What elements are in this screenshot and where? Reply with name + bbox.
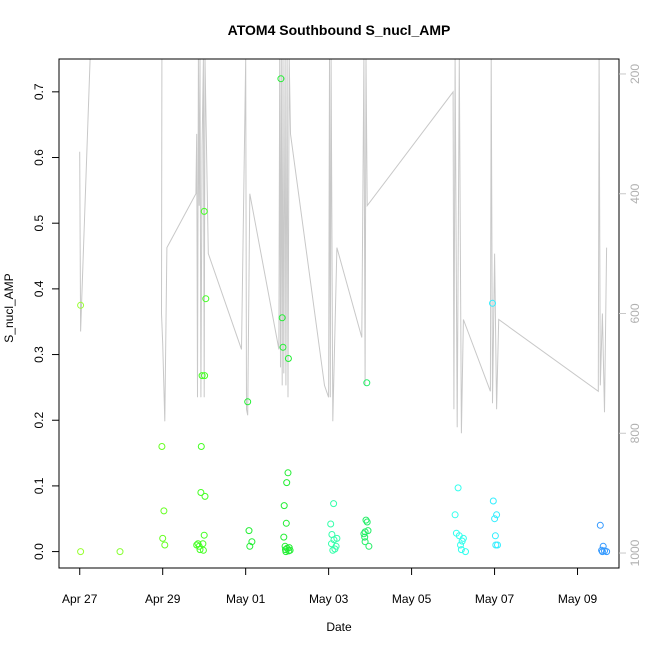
data-point bbox=[278, 314, 286, 322]
data-point bbox=[248, 538, 256, 546]
y-axis-label: S_nucl_AMP bbox=[2, 273, 16, 342]
x-axis-label: Date bbox=[326, 620, 352, 634]
series-line-right-axis bbox=[79, 59, 608, 434]
data-point bbox=[333, 534, 341, 542]
y-tick-label: 0.7 bbox=[32, 83, 46, 100]
data-point bbox=[493, 511, 501, 519]
data-point bbox=[199, 540, 207, 548]
data-point bbox=[598, 546, 606, 554]
right-axis-tick-label: 1000 bbox=[628, 539, 642, 566]
series-layer bbox=[77, 59, 611, 556]
data-point bbox=[363, 379, 371, 387]
x-tick-label: May 05 bbox=[392, 592, 432, 606]
data-point bbox=[462, 548, 469, 556]
data-point bbox=[199, 546, 207, 554]
data-point bbox=[491, 532, 499, 540]
x-tick-label: May 07 bbox=[475, 592, 515, 606]
x-tick-label: Apr 29 bbox=[145, 592, 181, 606]
data-point bbox=[599, 542, 607, 550]
data-point bbox=[200, 207, 208, 215]
data-point bbox=[161, 541, 169, 549]
data-point bbox=[201, 492, 209, 500]
data-point bbox=[284, 355, 292, 362]
x-tick-label: May 01 bbox=[226, 592, 266, 606]
data-point bbox=[491, 515, 499, 523]
data-point bbox=[454, 484, 462, 492]
data-point bbox=[77, 301, 85, 309]
data-point bbox=[279, 343, 287, 351]
data-point bbox=[494, 541, 501, 549]
y-tick-label: 0.5 bbox=[32, 215, 46, 232]
data-point bbox=[489, 497, 497, 505]
data-point bbox=[202, 295, 210, 303]
data-point bbox=[281, 542, 289, 550]
data-point bbox=[200, 531, 208, 539]
data-point bbox=[282, 548, 290, 556]
chart-title: ATOM4 Southbound S_nucl_AMP bbox=[228, 22, 451, 38]
x-tick-label: May 03 bbox=[309, 592, 349, 606]
data-point bbox=[361, 533, 369, 541]
right-axis-tick-label: 800 bbox=[628, 423, 642, 443]
data-point bbox=[363, 518, 371, 526]
data-point bbox=[596, 521, 604, 529]
data-point bbox=[201, 372, 209, 380]
data-point bbox=[282, 519, 290, 527]
y-tick-label: 0.2 bbox=[32, 412, 46, 429]
data-point bbox=[330, 500, 338, 508]
data-point bbox=[361, 528, 369, 536]
data-point bbox=[365, 542, 373, 550]
y-tick-label: 0.6 bbox=[32, 149, 46, 166]
data-point bbox=[280, 502, 288, 510]
data-point bbox=[284, 469, 292, 477]
y-tick-label: 0.4 bbox=[32, 280, 46, 297]
y-tick-label: 0.0 bbox=[32, 543, 46, 560]
data-point bbox=[197, 489, 205, 496]
data-point bbox=[332, 542, 340, 550]
y-tick-label: 0.3 bbox=[32, 346, 46, 363]
data-point bbox=[327, 520, 335, 528]
data-point bbox=[283, 479, 291, 487]
data-point bbox=[160, 507, 168, 515]
data-point bbox=[196, 546, 204, 554]
data-point bbox=[244, 398, 252, 406]
data-point bbox=[116, 548, 124, 556]
data-point bbox=[459, 534, 467, 542]
right-axis-tick-label: 200 bbox=[628, 64, 642, 84]
right-axis-tick-label: 400 bbox=[628, 183, 642, 203]
data-point bbox=[158, 443, 166, 450]
data-point bbox=[451, 511, 459, 519]
data-point bbox=[277, 75, 285, 83]
data-point bbox=[280, 533, 288, 541]
data-point bbox=[77, 548, 85, 556]
x-tick-label: May 09 bbox=[558, 592, 598, 606]
data-point bbox=[489, 299, 496, 307]
data-point bbox=[286, 546, 294, 554]
right-axis-tick-label: 600 bbox=[628, 303, 642, 323]
data-point bbox=[245, 527, 253, 535]
x-tick-label: Apr 27 bbox=[62, 592, 98, 606]
axes-layer: Apr 27 Apr 29 May 01 May 03 May 05 May 07 May … bbox=[32, 58, 642, 606]
data-point bbox=[159, 534, 167, 542]
data-point bbox=[361, 538, 369, 546]
y-tick-label: 0.1 bbox=[32, 477, 46, 494]
data-point bbox=[197, 443, 205, 450]
data-point bbox=[198, 372, 206, 380]
data-point bbox=[603, 548, 611, 556]
data-point bbox=[457, 541, 464, 549]
data-point bbox=[362, 516, 370, 524]
data-point bbox=[457, 546, 465, 554]
